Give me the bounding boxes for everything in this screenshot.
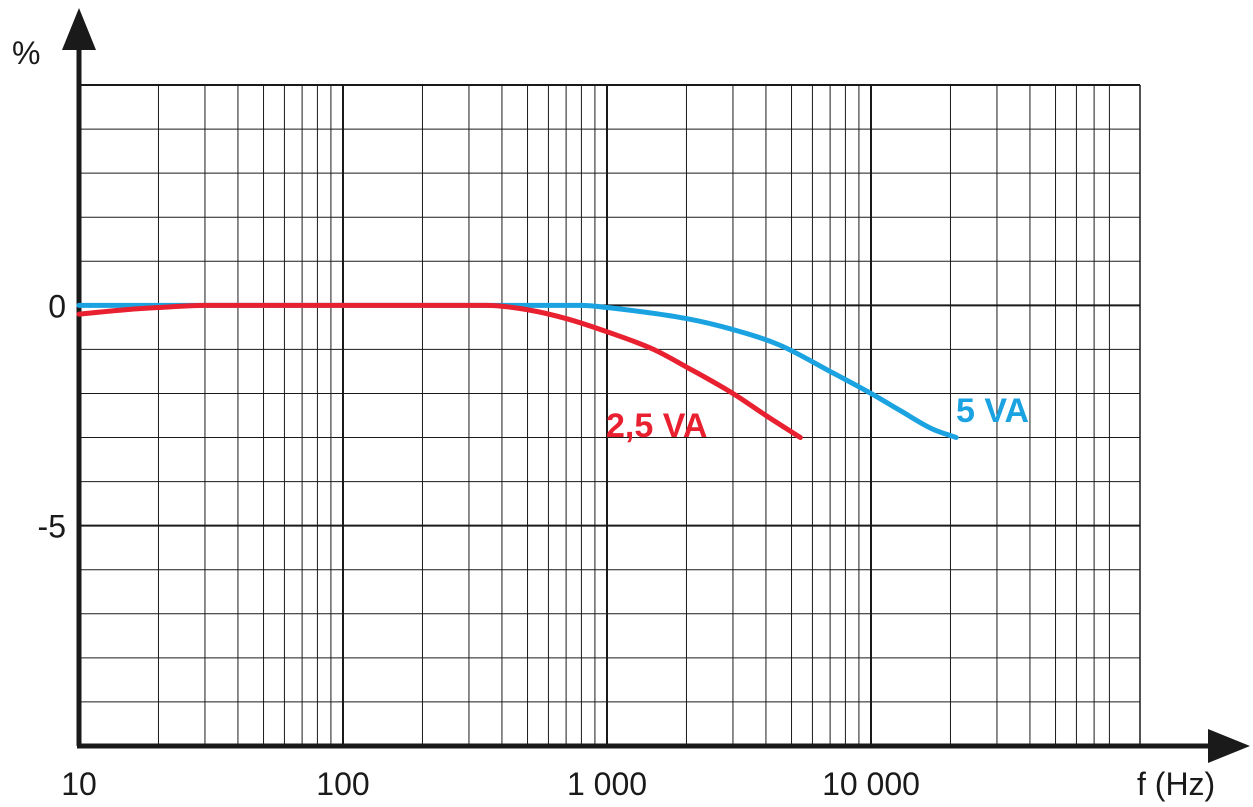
x-tick-label: 1 000 — [567, 766, 647, 802]
y-tick-label: -5 — [38, 509, 66, 545]
y-axis-arrow — [62, 8, 96, 50]
series-label-5va: 5 VA — [956, 392, 1029, 430]
series-label-2-5va: 2,5 VA — [606, 407, 707, 445]
series-line-5va — [76, 302, 959, 441]
y-tick-label: 0 — [48, 288, 66, 324]
x-tick-label: 10 000 — [822, 766, 920, 802]
series-layer — [76, 302, 959, 441]
series-line-2-5va — [76, 302, 803, 441]
x-axis-label: f (Hz) — [1137, 766, 1215, 802]
axes — [62, 8, 1250, 763]
x-tick-label: 100 — [316, 766, 369, 802]
labels-layer: % f (Hz) 2,5 VA 5 VA 10 100 1 000 10 000 0 -5 — [12, 35, 1215, 802]
grid-minor-lines — [79, 85, 1140, 746]
y-axis-label: % — [12, 35, 40, 71]
x-axis-arrow — [1208, 729, 1250, 763]
x-tick-label: 10 — [61, 766, 97, 802]
